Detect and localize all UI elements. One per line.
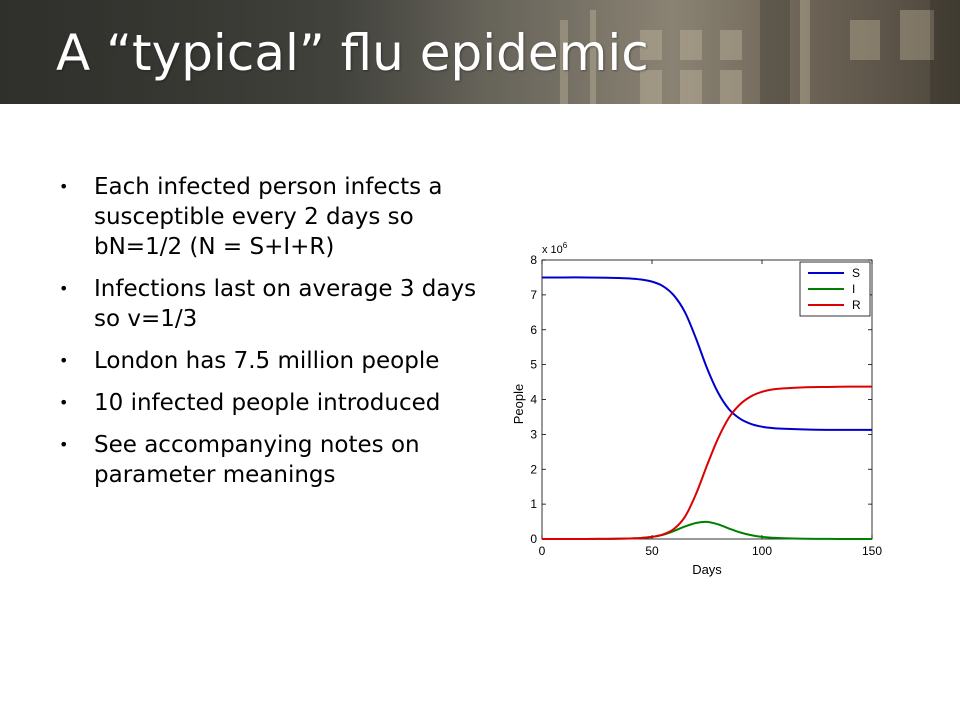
y-tick-label: 5 <box>530 358 537 372</box>
bullet-item: • Each infected person infects a suscepti… <box>58 172 478 262</box>
y-tick-label: 2 <box>530 462 537 476</box>
bullet-icon: • <box>59 351 69 370</box>
plot-area: 0 50 100 150 0 1 2 3 4 5 6 7 8 SIR <box>530 253 882 558</box>
title-banner: A “typical” flu epidemic <box>0 0 960 104</box>
y-exponent: 6 <box>563 241 568 250</box>
legend-label-S: S <box>852 266 860 280</box>
legend-label-I: I <box>852 282 855 296</box>
bullet-icon: • <box>59 177 69 196</box>
series-line-R <box>542 385 873 541</box>
epidemic-chart: 0 50 100 150 0 1 2 3 4 5 6 7 8 SIR x 106 Days People <box>511 241 882 577</box>
y-tick-label: 0 <box>530 532 537 546</box>
y-tick-label: 8 <box>530 253 537 267</box>
bullet-text: London has 7.5 million people <box>94 348 440 374</box>
y-axis-label: People <box>511 384 526 424</box>
y-tick-label: 1 <box>530 497 537 511</box>
y-tick-label: 7 <box>530 288 537 302</box>
legend-label-R: R <box>852 298 861 312</box>
y-tick-label: 4 <box>530 393 537 407</box>
bullet-icon: • <box>59 435 69 454</box>
bullet-item: • See accompanying notes on parameter mea… <box>58 430 478 490</box>
slide-title: A “typical” flu epidemic <box>56 24 649 82</box>
bullet-text: Each infected person infects a susceptib… <box>94 174 443 260</box>
bullet-text: Infections last on average 3 days so v=1… <box>94 276 477 332</box>
x-tick-label: 100 <box>752 544 772 558</box>
y-tick-label: 3 <box>530 427 537 441</box>
x-tick-label: 150 <box>862 544 882 558</box>
bullet-text: 10 infected people introduced <box>94 390 441 416</box>
bullet-item: • London has 7.5 million people <box>58 346 478 376</box>
bullet-item: • 10 infected people introduced <box>58 388 478 418</box>
x-tick-label: 0 <box>539 544 546 558</box>
bullet-item: • Infections last on average 3 days so v=… <box>58 274 478 334</box>
x-tick-label: 50 <box>645 544 659 558</box>
y-multiplier-label: x 106 <box>542 241 568 256</box>
y-tick-label: 6 <box>530 323 537 337</box>
bullet-text: See accompanying notes on parameter mean… <box>94 432 420 488</box>
bullet-list: • Each infected person infects a suscepti… <box>58 172 478 502</box>
bullet-icon: • <box>59 393 69 412</box>
series-line-S <box>541 276 872 431</box>
x-axis-label: Days <box>692 562 722 577</box>
banner-building-image <box>0 0 960 104</box>
bullet-icon: • <box>59 279 69 298</box>
